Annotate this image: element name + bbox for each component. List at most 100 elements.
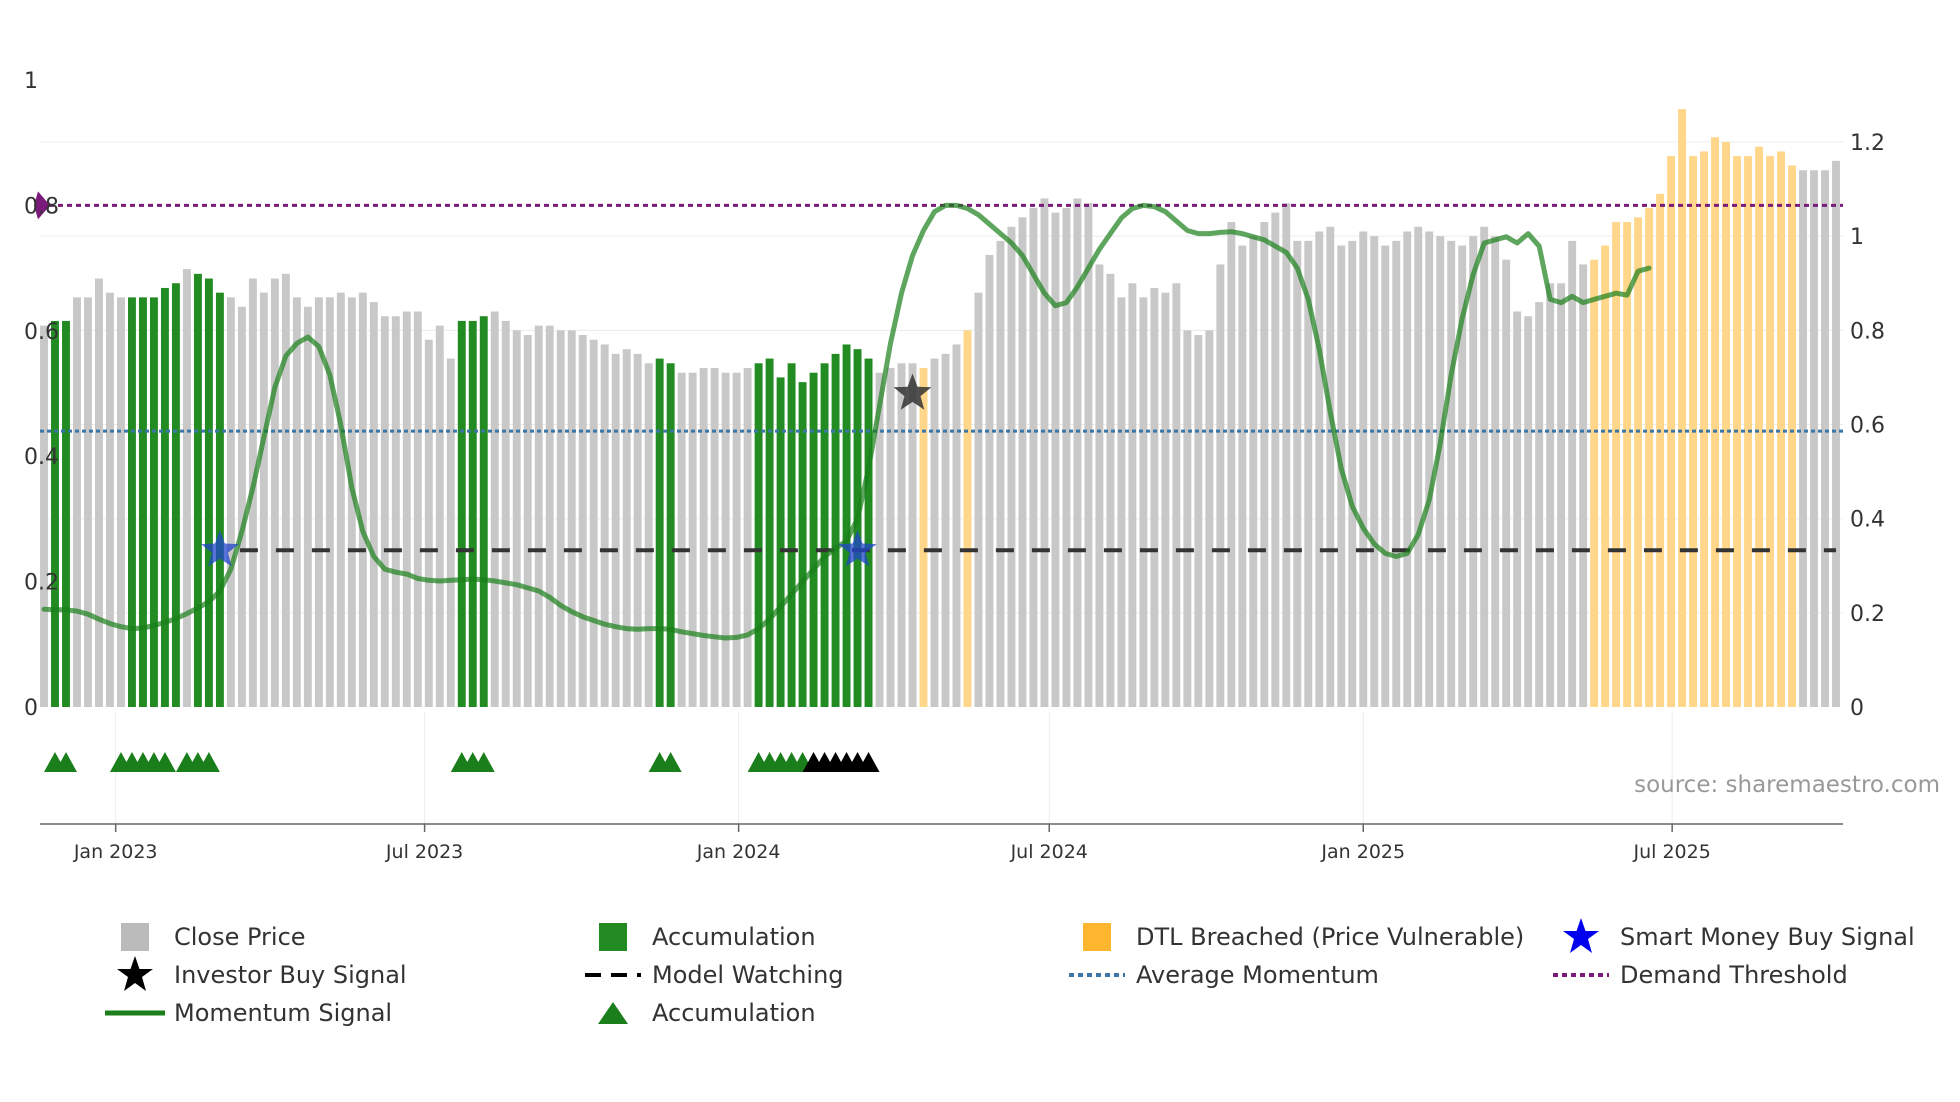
- close-price-bar: [1480, 226, 1489, 707]
- date-tick-label: Jul 2025: [1632, 841, 1710, 863]
- close-price-bar: [622, 349, 631, 707]
- accumulation-marker: [659, 752, 682, 772]
- close-price-bar: [1502, 259, 1511, 707]
- close-price-bar: [347, 297, 356, 707]
- accumulation-marker: [197, 752, 220, 772]
- legend-demand-threshold-label: Demand Threshold: [1620, 961, 1848, 989]
- close-price-bar: [633, 353, 642, 707]
- close-price-bar: [369, 302, 378, 707]
- close-price-bar: [237, 306, 246, 707]
- close-price-bar: [303, 306, 312, 707]
- legend-investor-star-icon: [100, 956, 170, 992]
- legend-average-momentum: Average Momentum: [1062, 958, 1379, 992]
- legend-momentum-signal: Momentum Signal: [100, 996, 392, 1030]
- close-price-bar: [1469, 236, 1478, 707]
- legend-dtl-swatch: [1062, 920, 1132, 954]
- close-price-bar: [1799, 170, 1807, 707]
- close-price-bar: [930, 358, 939, 707]
- accumulation-bar: [468, 320, 477, 707]
- close-price-bar: [95, 278, 103, 707]
- date-tick-label: Jan 2024: [696, 841, 781, 863]
- accumulation-bar: [457, 320, 466, 707]
- accumulation-marker: [54, 752, 77, 772]
- close-price-bar: [985, 255, 994, 707]
- smart-money-buy-signal: [838, 530, 877, 567]
- legend-accumulation-label: Accumulation: [652, 923, 816, 951]
- close-price-bar: [512, 330, 521, 707]
- legend: Close Price Accumulation DTL Breached (P…: [0, 918, 1960, 1060]
- close-price-bar: [281, 273, 290, 707]
- close-price-bar: [1832, 160, 1840, 708]
- legend-model-watching: Model Watching: [578, 958, 844, 992]
- legend-close-price: Close Price: [100, 920, 306, 954]
- dtl-breached-bar: [963, 330, 972, 707]
- legend-close-price-swatch: [100, 920, 170, 954]
- legend-smart-money: Smart Money Buy Signal: [1546, 918, 1915, 954]
- close-price-bar: [1062, 207, 1071, 707]
- legend-accumulation-marker: Accumulation: [578, 996, 816, 1030]
- close-price-bar: [1029, 207, 1038, 707]
- accumulation-bar: [798, 382, 807, 707]
- legend-accumulation-swatch: [578, 920, 648, 954]
- accumulation-marker: [153, 752, 176, 772]
- right-axis-tick-label: 0.2: [1850, 602, 1885, 627]
- close-price-bar: [1293, 240, 1302, 707]
- accumulation-bar: [787, 363, 796, 707]
- accumulation-bar: [765, 358, 774, 707]
- legend-dtl-breached: DTL Breached (Price Vulnerable): [1062, 920, 1524, 954]
- accumulation-bar: [138, 297, 147, 707]
- close-price-bar: [1194, 335, 1203, 707]
- investor-buy-signal: [893, 373, 932, 410]
- legend-smart-money-label: Smart Money Buy Signal: [1620, 923, 1915, 951]
- accumulation-bar: [820, 363, 829, 707]
- close-price-bar: [1183, 330, 1192, 707]
- accumulation-bar: [864, 358, 873, 707]
- close-price-bar: [1425, 231, 1434, 708]
- accumulation-markers: [43, 752, 880, 772]
- dtl-breached-bar: [1623, 222, 1632, 707]
- accumulation-bar: [842, 344, 851, 707]
- legend-investor-buy: Investor Buy Signal: [100, 956, 407, 992]
- right-axis-tick-label: 0.8: [1850, 319, 1885, 344]
- close-price-bar: [1535, 302, 1544, 707]
- accumulation-bar: [149, 297, 158, 707]
- dtl-breached-bar: [1656, 193, 1665, 707]
- close-price-bar: [886, 368, 895, 707]
- close-price-bar: [1326, 226, 1335, 707]
- legend-momentum-line: [100, 996, 170, 1030]
- close-price-bar: [1117, 297, 1126, 707]
- dtl-breached-bar: [1755, 146, 1764, 708]
- close-price-bar: [446, 358, 455, 707]
- close-price-bar: [732, 372, 741, 707]
- close-price-bar: [1271, 212, 1280, 707]
- close-price-bar: [1381, 245, 1390, 708]
- legend-accumulation-bar: Accumulation: [578, 920, 816, 954]
- price-bars: [40, 109, 1840, 708]
- right-axis-tick-label: 0.6: [1850, 414, 1885, 439]
- close-price-bar: [435, 325, 444, 707]
- legend-model-watching-label: Model Watching: [652, 961, 844, 989]
- legend-dtl-label: DTL Breached (Price Vulnerable): [1136, 923, 1525, 951]
- demand-threshold-marker: [34, 191, 50, 220]
- left-axis-tick-label: 0.8: [24, 194, 59, 219]
- close-price-bar: [490, 311, 499, 707]
- legend-accumulation-marker-label: Accumulation: [652, 999, 816, 1027]
- close-price-bar: [116, 297, 125, 707]
- close-price-bar: [1260, 222, 1269, 707]
- close-price-bar: [380, 316, 389, 707]
- close-price-bar: [1821, 170, 1829, 707]
- date-tick-label: Jan 2023: [73, 841, 158, 863]
- legend-model-watching-line: [578, 958, 648, 992]
- close-price-bar: [1051, 212, 1060, 707]
- close-price-bar: [567, 330, 576, 707]
- right-axis-tick-label: 0.4: [1850, 508, 1885, 533]
- close-price-bar: [677, 372, 686, 707]
- close-price-bar: [578, 335, 587, 707]
- model-watching-marker: [857, 752, 880, 772]
- accumulation-bar: [204, 278, 213, 707]
- close-price-bar: [1007, 226, 1016, 707]
- left-axis-tick-label: 1: [24, 69, 38, 94]
- close-price-bar: [1073, 198, 1082, 707]
- left-axis-tick-label: 0.4: [24, 445, 59, 470]
- close-price-bar: [941, 353, 950, 707]
